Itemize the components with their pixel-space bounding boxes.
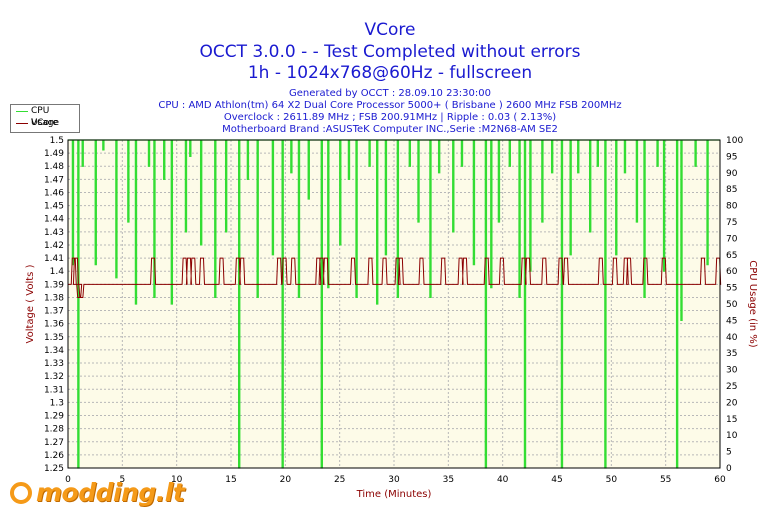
legend-cpu-usage-label: CPU Usage	[31, 106, 60, 128]
x-tick-label: 30	[388, 475, 400, 485]
test-mode: 1h - 1024x768@60Hz - fullscreen	[247, 63, 533, 83]
y-tick-label-left: 1.33	[44, 359, 64, 369]
y-tick-label-right: 85	[726, 185, 737, 195]
y-tick-label-right: 80	[726, 202, 738, 212]
legend-cpu-usage: CPU Usage	[11, 105, 79, 128]
y-tick-label-left: 1.31	[44, 385, 64, 395]
y-tick-label-right: 30	[726, 366, 738, 376]
y-tick-label-right: 95	[726, 152, 737, 162]
y-tick-label-left: 1.49	[44, 149, 64, 159]
y-tick-label-left: 1.39	[44, 280, 64, 290]
cpu-info: CPU : AMD Athlon(tm) 64 X2 Dual Core Pro…	[158, 100, 622, 111]
generated-info: Generated by OCCT : 28.09.10 23:30:00	[289, 88, 491, 99]
y-tick-label-left: 1.32	[44, 372, 64, 382]
y-tick-label-right: 90	[726, 169, 738, 179]
y-tick-label-right: 45	[726, 316, 737, 326]
y-tick-label-right: 70	[726, 234, 738, 244]
y-tick-label-left: 1.35	[44, 333, 64, 343]
x-tick-label: 35	[443, 475, 454, 485]
x-tick-label: 60	[714, 475, 726, 485]
legend-vcore-swatch	[16, 123, 28, 124]
motherboard-info: Motherboard Brand :ASUSTeK Computer INC.…	[222, 124, 558, 135]
y-tick-label-right: 15	[726, 415, 737, 425]
chart-subtitle: OCCT 3.0.0 - - Test Completed without er…	[199, 42, 581, 62]
y-tick-label-left: 1.44	[44, 215, 64, 225]
y-tick-label-left: 1.3	[50, 398, 64, 408]
y-tick-label-left: 1.4	[50, 267, 65, 277]
y-tick-label-left: 1.25	[44, 464, 64, 474]
x-tick-label: 0	[65, 475, 71, 485]
y-tick-label-left: 1.46	[44, 188, 64, 198]
series-line-vcore	[68, 257, 722, 298]
y-tick-label-left: 1.45	[44, 202, 64, 212]
y-tick-label-left: 1.43	[44, 228, 64, 238]
x-tick-label: 55	[660, 475, 671, 485]
chart-title: VCore	[364, 20, 416, 40]
logo-ring-icon	[10, 482, 32, 504]
y-tick-label-right: 50	[726, 300, 738, 310]
y-tick-label-right: 10	[726, 431, 738, 441]
overclock-info: Overclock : 2611.89 MHz ; FSB 200.91MHz …	[223, 112, 557, 123]
x-tick-label: 15	[225, 475, 236, 485]
y-tick-label-right: 60	[726, 267, 738, 277]
logo-text: modding.lt	[36, 478, 185, 507]
x-axis-label: Time (Minutes)	[356, 489, 432, 500]
y-tick-label-right: 5	[726, 448, 732, 458]
y-tick-label-left: 1.29	[44, 412, 64, 422]
y-tick-label-left: 1.34	[44, 346, 64, 356]
y-tick-label-right: 35	[726, 349, 737, 359]
x-tick-label: 25	[334, 475, 345, 485]
y-tick-label-right: 40	[726, 333, 738, 343]
y-axis-label-right: CPU Usage (in %)	[747, 260, 758, 348]
x-tick-label: 40	[497, 475, 509, 485]
x-tick-label: 45	[551, 475, 562, 485]
legend-cpu-usage-swatch	[16, 111, 28, 112]
y-tick-label-right: 100	[726, 136, 743, 146]
y-tick-label-left: 1.42	[44, 241, 64, 251]
x-tick-label: 20	[280, 475, 292, 485]
y-tick-label-left: 1.27	[44, 438, 64, 448]
y-tick-label-left: 1.38	[44, 293, 64, 303]
y-tick-label-left: 1.5	[50, 136, 64, 146]
legend: CPU Usage VCore	[10, 104, 80, 133]
y-tick-label-left: 1.26	[44, 451, 64, 461]
y-tick-label-right: 0	[726, 464, 732, 474]
y-tick-label-left: 1.48	[44, 162, 64, 172]
x-tick-label: 5	[119, 475, 125, 485]
x-tick-label: 10	[171, 475, 183, 485]
y-tick-label-right: 25	[726, 382, 737, 392]
y-tick-label-left: 1.41	[44, 254, 64, 264]
y-tick-label-left: 1.28	[44, 425, 64, 435]
legend-vcore-label: VCore	[31, 118, 58, 128]
y-tick-label-left: 1.47	[44, 175, 64, 185]
plot-border	[67, 139, 721, 469]
legend-vcore: VCore	[11, 117, 79, 129]
y-tick-label-left: 1.37	[44, 307, 64, 317]
y-tick-label-right: 20	[726, 398, 738, 408]
x-tick-label: 50	[606, 475, 618, 485]
y-tick-label-right: 55	[726, 284, 737, 294]
y-axis-label-left: Voltage ( Volts )	[25, 264, 36, 343]
y-tick-label-left: 1.36	[44, 320, 64, 330]
y-tick-label-right: 65	[726, 251, 737, 261]
y-tick-label-right: 75	[726, 218, 737, 228]
